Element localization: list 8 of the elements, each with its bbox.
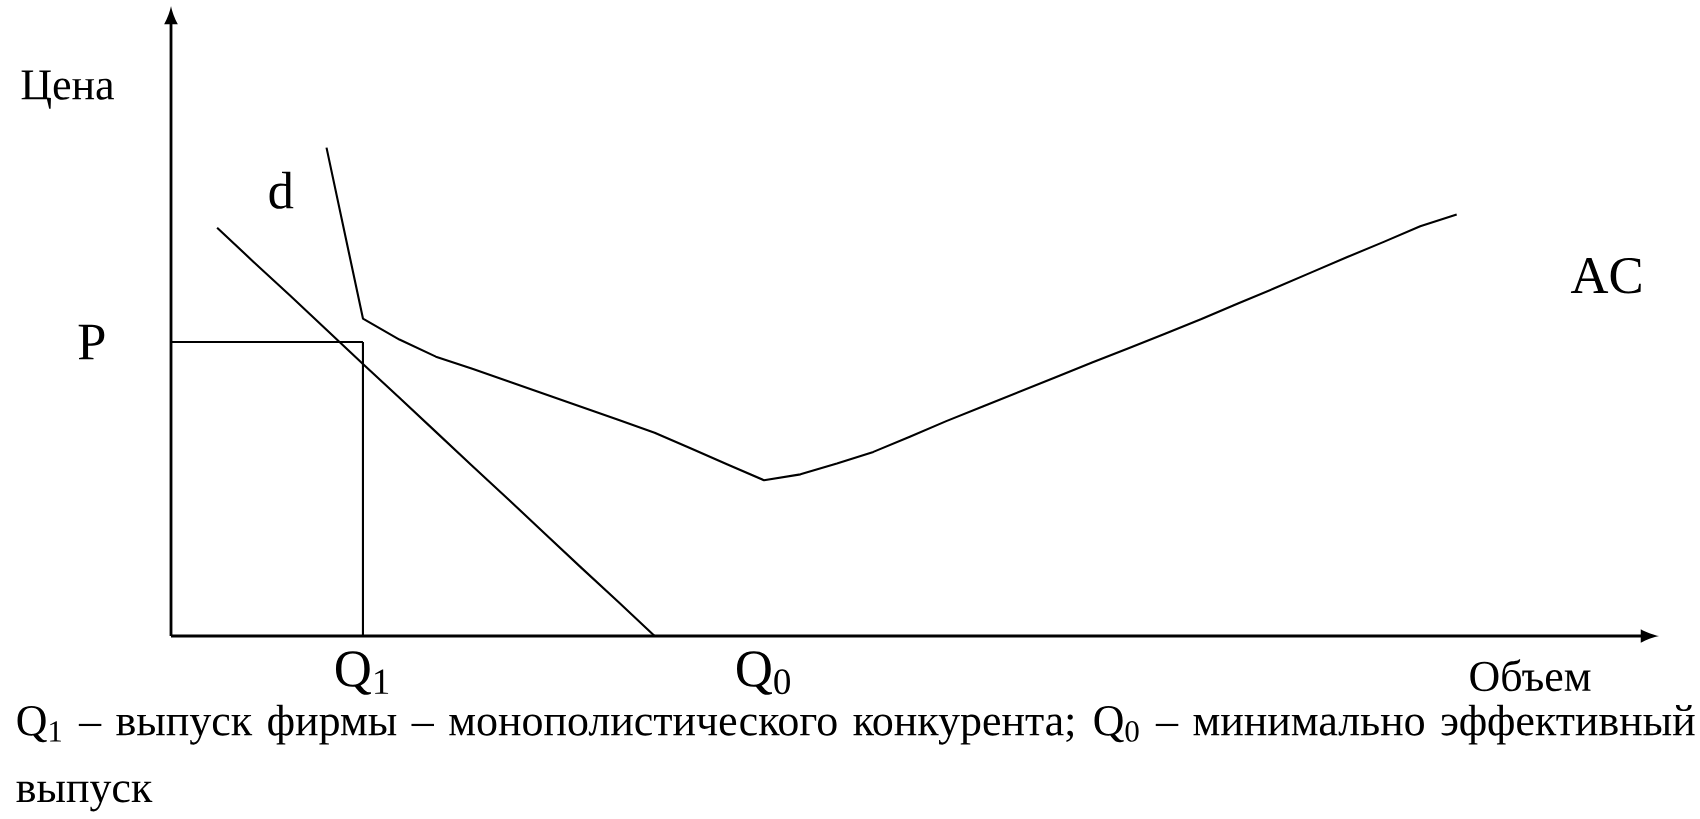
y-axis-title: Цена: [21, 70, 114, 109]
text: Q$_{1}$ – выпуск фирмы – монополистического конкурента; Q$_{0}$ – минимально эффективный выпуск: [16, 704, 1695, 812]
series-label: d: [269, 171, 294, 209]
text: AC: [1570, 258, 1641, 294]
ref-line-label: P: [78, 324, 105, 360]
x-tick-label: Q$_{1}$: [335, 651, 389, 695]
x-tick-label: Q$_{0}$: [737, 651, 790, 695]
x-axis-title: Объем: [1470, 659, 1591, 692]
